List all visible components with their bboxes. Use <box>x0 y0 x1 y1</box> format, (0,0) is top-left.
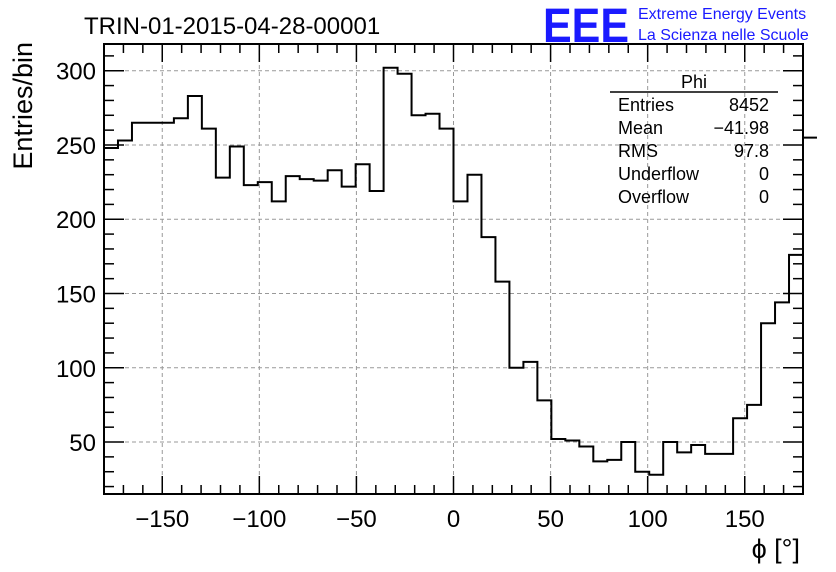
stats-value: 0 <box>759 164 769 184</box>
stats-value: 8452 <box>729 95 769 115</box>
y-tick-label: 150 <box>56 282 96 309</box>
x-tick-label: −150 <box>135 506 189 533</box>
y-axis-label: Entries/bin <box>8 42 38 170</box>
stats-value: −41.98 <box>713 118 769 138</box>
axis-ticks <box>104 44 803 494</box>
x-tick-label: 100 <box>628 506 668 533</box>
x-tick-label: 0 <box>447 506 460 533</box>
tick-labels: −150 −100 −50 0 50 100 150 50 100 150 200 250 300 <box>56 59 765 533</box>
eee-logo-line1: Extreme Energy Events <box>638 6 806 23</box>
stats-label: RMS <box>618 141 658 161</box>
eee-logo-mark: EEE <box>543 0 629 53</box>
y-tick-label: 250 <box>56 133 96 160</box>
y-tick-label: 50 <box>69 430 96 457</box>
x-tick-label: 150 <box>725 506 765 533</box>
x-axis-label: ϕ [°] <box>752 534 800 564</box>
x-tick-label: −100 <box>232 506 286 533</box>
histogram-line <box>104 66 817 476</box>
x-tick-label: −50 <box>336 506 377 533</box>
stats-box: Phi Entries 8452 Mean −41.98 RMS 97.8 Underflo… <box>610 72 778 207</box>
chart-title: TRIN-01-2015-04-28-00001 <box>84 13 380 40</box>
eee-logo-line2: La Scienza nelle Scuole <box>638 27 809 44</box>
stats-value: 0 <box>759 187 769 207</box>
stats-label: Overflow <box>618 187 690 207</box>
eee-logo: EEE Extreme Energy Events La Scienza nel… <box>543 0 809 53</box>
stats-rows: Entries 8452 Mean −41.98 RMS 97.8 Underflow 0 Ov… <box>618 95 769 207</box>
y-tick-label: 300 <box>56 59 96 86</box>
stats-label: Mean <box>618 118 663 138</box>
stats-label: Entries <box>618 95 674 115</box>
x-tick-label: 50 <box>537 506 564 533</box>
grid <box>104 44 803 494</box>
stats-label: Underflow <box>618 164 700 184</box>
stats-value: 97.8 <box>734 141 769 161</box>
y-tick-label: 200 <box>56 207 96 234</box>
y-tick-label: 100 <box>56 356 96 383</box>
stats-title: Phi <box>681 72 707 92</box>
